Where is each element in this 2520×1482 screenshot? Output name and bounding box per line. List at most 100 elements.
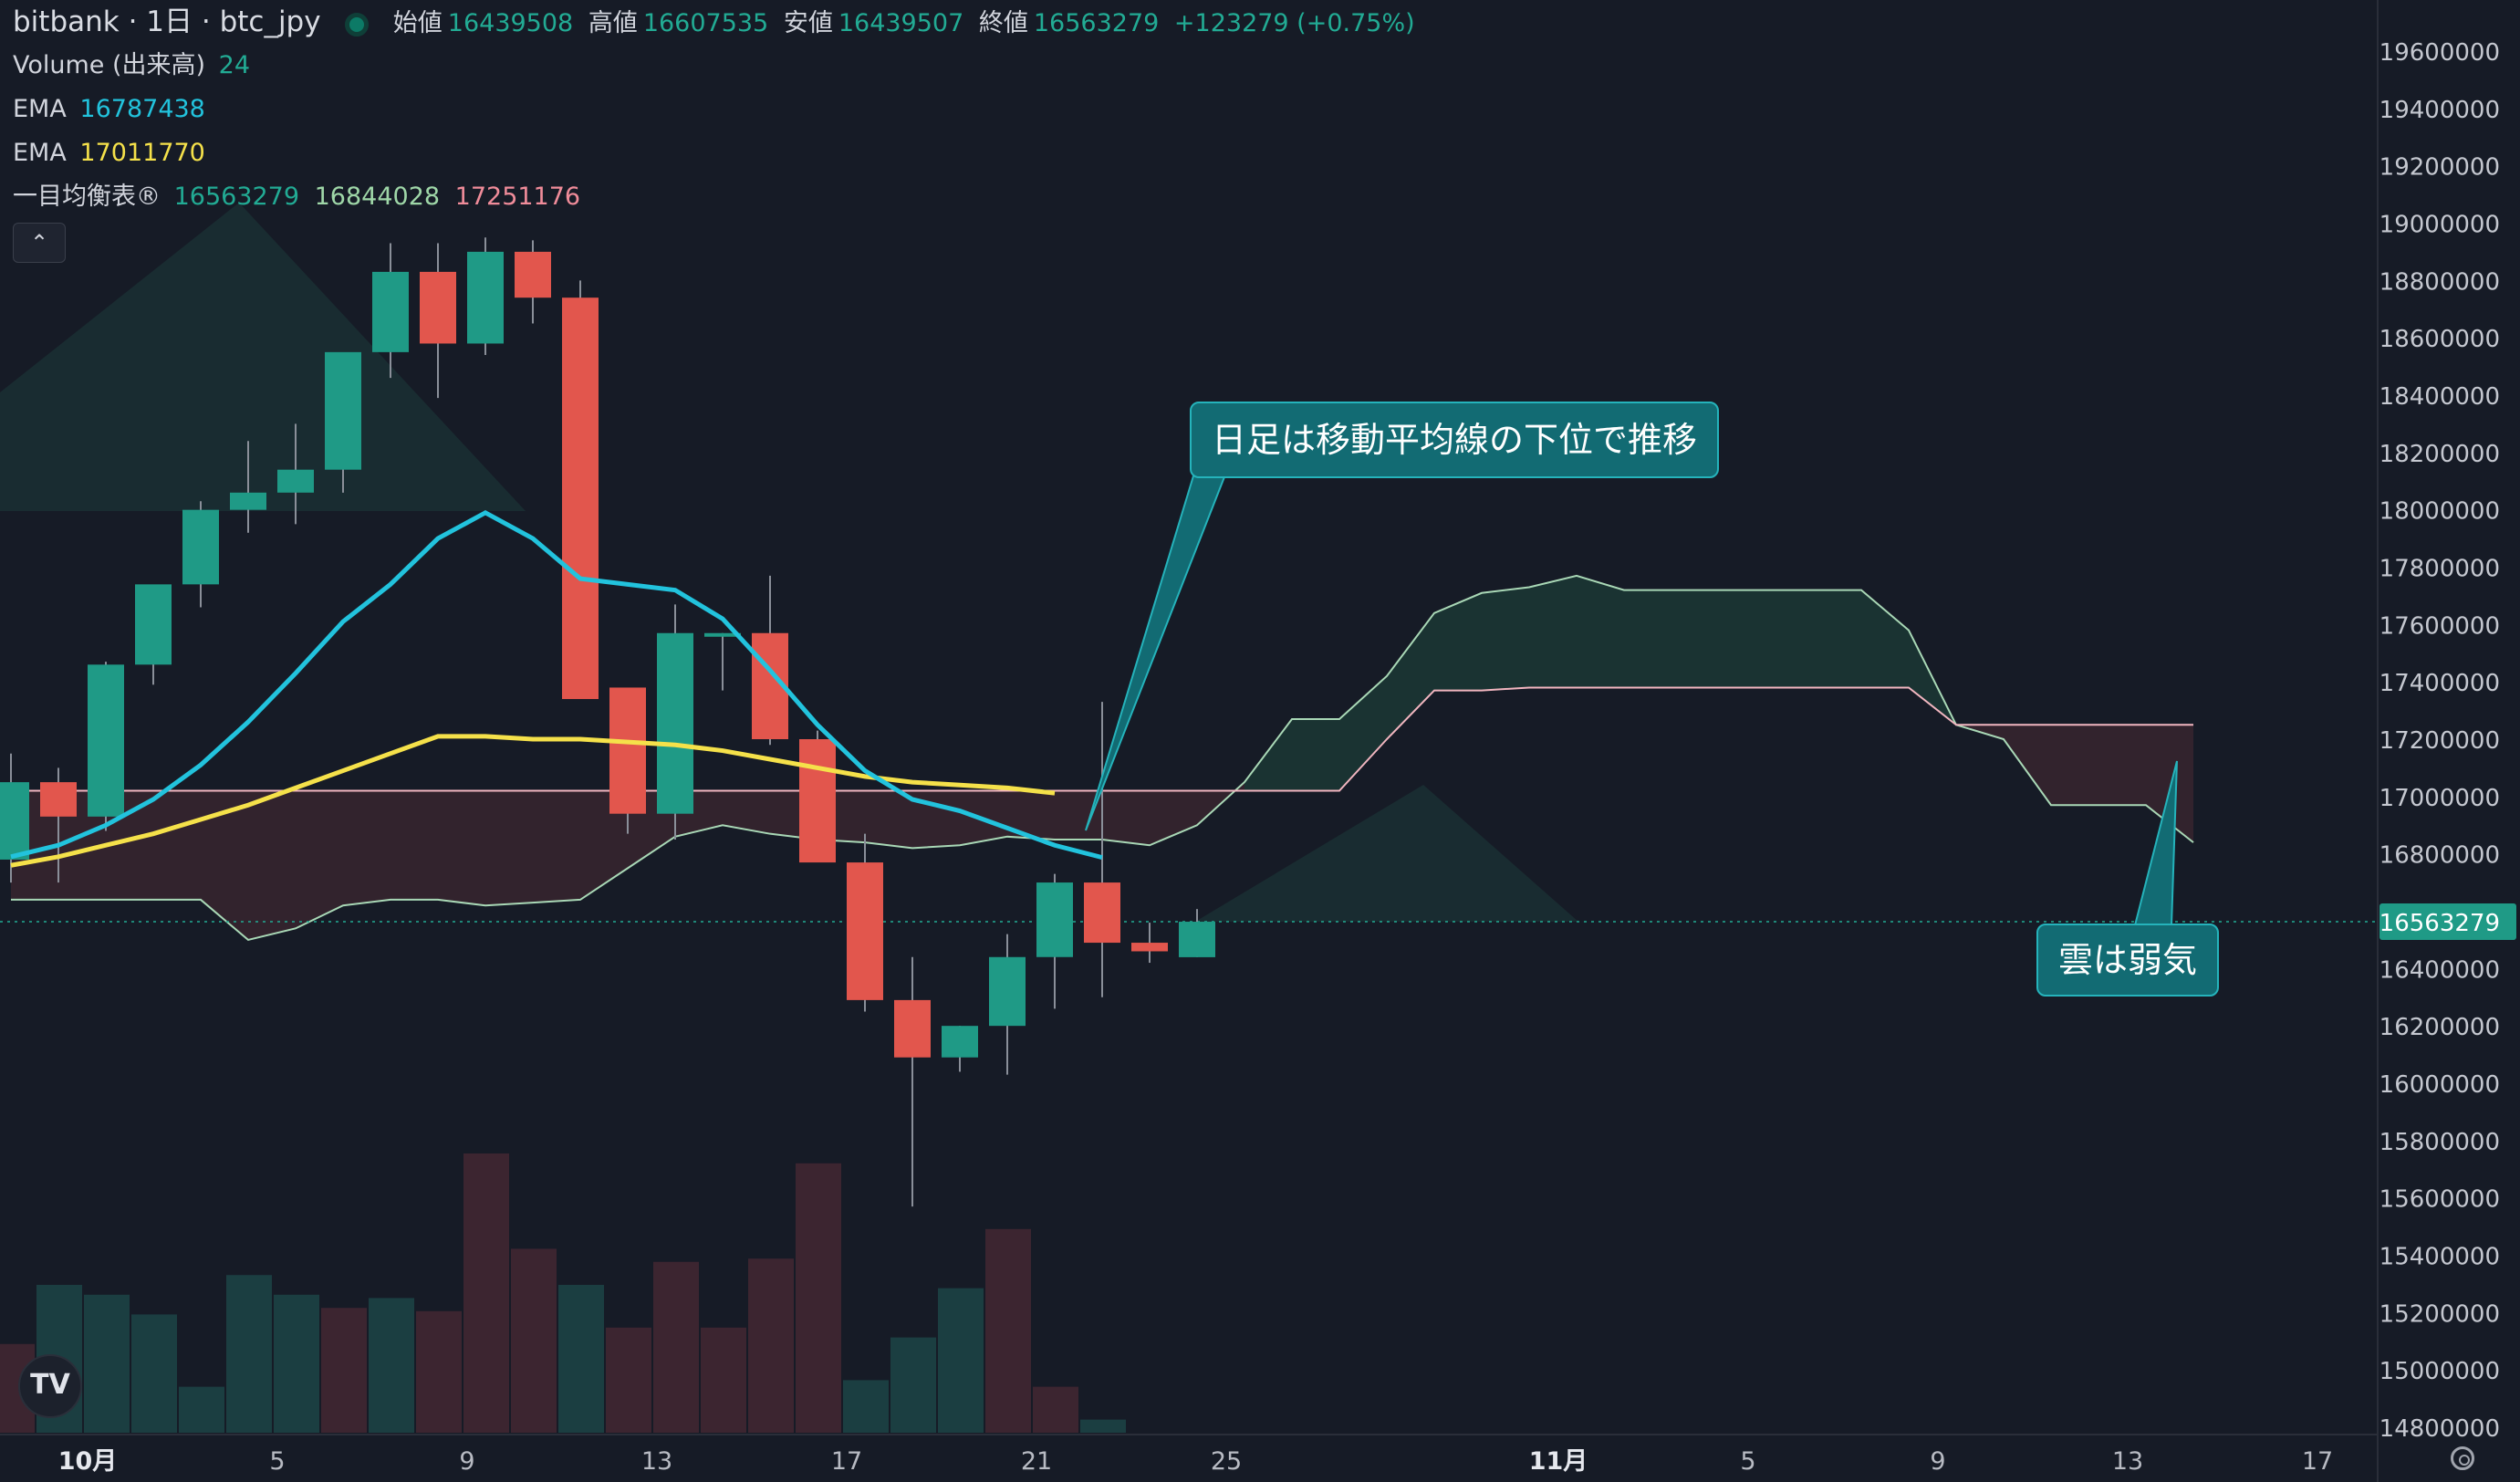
cloud-segment [58,790,106,900]
candle-body [40,782,77,817]
volume-bar [985,1228,1031,1433]
cloud-segment [1007,790,1055,840]
y-tick-label: 18000000 [2379,498,2500,526]
annotation-callout-ma[interactable]: 日足は移動平均線の下位で推移 [1190,402,1720,478]
volume-bar [131,1314,177,1433]
market-status-icon [345,12,370,37]
volume-bar [843,1380,889,1433]
x-tick-label: 5 [269,1447,285,1476]
cloud-segment [865,790,912,849]
candle-body [704,632,741,637]
y-tick-label: 17800000 [2379,556,2500,583]
price-axis-panel [2378,0,2520,1482]
candle-body [0,782,29,860]
volume-bar [84,1294,130,1433]
candle-body [799,739,836,863]
cloud-segment [296,790,343,929]
candle-body [657,632,693,814]
volume-bar [511,1248,557,1433]
ichimoku-value-3: 17251176 [454,183,581,211]
cloud-segment [153,790,201,900]
settings-gear-icon[interactable] [2451,1446,2474,1470]
annotation-callout-cloud[interactable]: 雲は弱気 [2036,924,2220,997]
volume-bar [796,1163,841,1433]
candle-body [847,862,883,1000]
x-tick-label: 5 [1740,1447,1755,1476]
shadow-shape [0,203,526,511]
candle-body [562,297,599,700]
header-row: bitbank · 1日 · btc_jpy 始値 16439508 高値 1660… [13,0,1422,44]
volume-bar [369,1298,414,1433]
volume-bar [274,1294,319,1433]
x-tick-label: 17 [2302,1447,2333,1476]
ichimoku-value-1: 16563279 [173,183,300,211]
y-tick-label: 19600000 [2379,39,2500,67]
x-tick-label: 13 [2112,1447,2143,1476]
cloud-segment [533,790,580,903]
cloud-segment [248,790,296,940]
y-tick-label: 16400000 [2379,956,2500,984]
ohlc-low-label: 安値 [783,9,833,37]
cloud-segment [485,790,533,906]
ema-fast-value: 16787438 [79,95,205,123]
volume-bar [701,1327,746,1433]
volume-legend[interactable]: Volume (出来高) 24 [13,44,1422,88]
y-tick-label: 15800000 [2379,1129,2500,1156]
tradingview-logo-icon[interactable]: TV [18,1354,82,1418]
ohlc-close-label: 終値 [978,9,1028,37]
cloud-segment [438,790,485,906]
chart-legend: bitbank · 1日 · btc_jpy 始値 16439508 高値 1660… [13,0,1422,219]
y-tick-label: 15400000 [2379,1244,2500,1271]
symbol-title[interactable]: bitbank · 1日 · btc_jpy [13,5,321,38]
candle-body [277,469,314,493]
cloud-segment [1624,590,1671,688]
current-price-tag [2379,903,2516,941]
candle-body [325,351,361,470]
candle-body [467,251,504,344]
ema-slow-label: EMA [13,139,67,167]
candle-body [182,509,219,585]
volume-bar [463,1153,509,1433]
collapse-legend-button[interactable]: ⌃ [13,223,66,263]
y-tick-label: 17600000 [2379,612,2500,640]
candle-body [230,492,266,510]
y-tick-label: 19000000 [2379,212,2500,239]
candle-body [372,271,409,352]
current-price-tag-label: 16563279 [2379,910,2500,937]
cloud-segment [2146,725,2193,843]
cloud-segment [723,790,770,834]
candle-body [1084,882,1120,944]
y-tick-label: 16000000 [2379,1071,2500,1099]
x-tick-label: 10月 [58,1447,118,1476]
cloud-segment [1150,790,1197,846]
shadow-shape [1195,785,1578,922]
ema-fast-legend[interactable]: EMA 16787438 [13,88,1422,131]
volume-bar [226,1275,272,1433]
ichimoku-legend[interactable]: 一目均衡表® 16563279 16844028 17251176 [13,175,1422,219]
ohlc-open-value: 16439508 [447,9,574,37]
y-tick-label: 17200000 [2379,727,2500,755]
ema-slow-legend[interactable]: EMA 17011770 [13,131,1422,175]
cloud-segment [1292,719,1339,791]
ichimoku-label: 一目均衡表® [13,183,161,211]
cloud-segment [1766,590,1814,688]
cloud-segment [1055,790,1102,840]
y-tick-label: 14800000 [2379,1415,2500,1443]
candle-body [420,271,456,344]
x-tick-label: 13 [641,1447,672,1476]
ohlc-low-value: 16439507 [838,9,964,37]
candle-body [1036,882,1073,957]
cloud-segment [2051,725,2098,806]
cloud-segment [912,790,960,849]
cloud-segment [343,790,390,906]
y-tick-label: 16200000 [2379,1014,2500,1041]
volume-bar [938,1288,984,1433]
volume-bar [890,1337,936,1433]
volume-bar [416,1310,462,1433]
cloud-segment [1529,575,1577,688]
x-tick-label: 25 [1211,1447,1242,1476]
cloud-segment [580,790,628,900]
cloud-segment [1434,592,1482,691]
y-tick-label: 18200000 [2379,441,2500,468]
